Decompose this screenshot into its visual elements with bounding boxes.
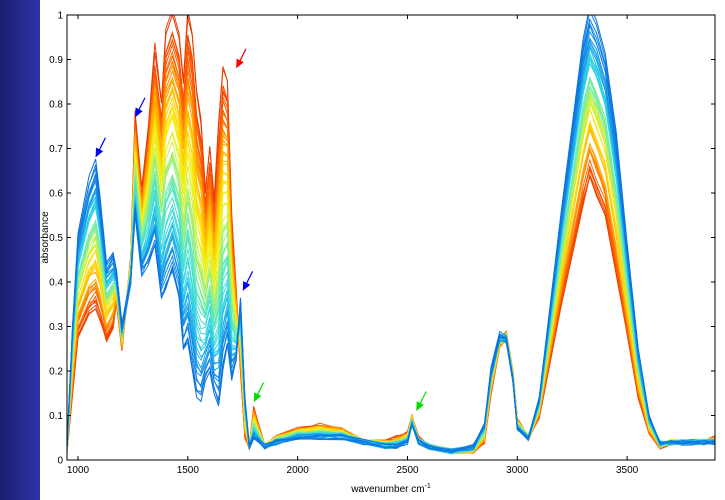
y-tick-label: 0.4 <box>49 278 63 289</box>
y-tick-label: 0.6 <box>49 189 63 200</box>
x-tick-label: 2500 <box>396 465 419 476</box>
left-decorative-band <box>0 0 40 500</box>
arrow-head <box>416 401 424 412</box>
x-tick-label: 1000 <box>67 465 90 476</box>
y-tick-label: 0.1 <box>49 411 63 422</box>
x-axis-ticks: 1000 1500 2000 2500 3000 3500 <box>67 15 639 476</box>
spectrum-line <box>67 23 715 452</box>
y-tick-label: 0.2 <box>49 367 63 378</box>
spectrum-line <box>67 17 715 452</box>
spectrum-line <box>67 15 715 453</box>
x-tick-label: 3500 <box>616 465 639 476</box>
y-tick-label: 0.7 <box>49 144 63 155</box>
arrow-head <box>135 107 143 118</box>
spectra-chart: 1000 1500 2000 2500 3000 3500 0 0.1 0.2 0.3 0.4 0.… <box>40 11 716 495</box>
x-tick-label: 3000 <box>506 465 529 476</box>
arrow-head <box>95 147 104 158</box>
x-axis-label-superscript: -1 <box>425 483 431 490</box>
y-axis-ticks: 0 0.1 0.2 0.3 0.4 0.5 0.6 0.7 0.8 0.9 1 <box>49 11 715 467</box>
y-tick-label: 1 <box>57 11 63 22</box>
annotation-arrows <box>95 48 427 412</box>
x-axis-label-text: wavenumber cm <box>350 484 424 495</box>
spectra-lines <box>67 15 715 455</box>
x-tick-label: 2000 <box>287 465 310 476</box>
arrow-head <box>236 58 244 69</box>
arrow-head <box>253 392 262 403</box>
x-axis-label: wavenumber cm-1 <box>350 483 431 495</box>
arrow-head <box>242 281 251 291</box>
figure-panel: 1000 1500 2000 2500 3000 3500 0 0.1 0.2 0.3 0.4 0.… <box>40 0 725 500</box>
y-tick-label: 0.8 <box>49 100 63 111</box>
y-tick-label: 0.5 <box>49 233 63 244</box>
y-tick-label: 0.9 <box>49 55 63 66</box>
x-tick-label: 1500 <box>177 465 200 476</box>
y-tick-label: 0 <box>57 456 63 467</box>
y-tick-label: 0.3 <box>49 322 63 333</box>
y-axis-label: absorbance <box>40 211 51 264</box>
